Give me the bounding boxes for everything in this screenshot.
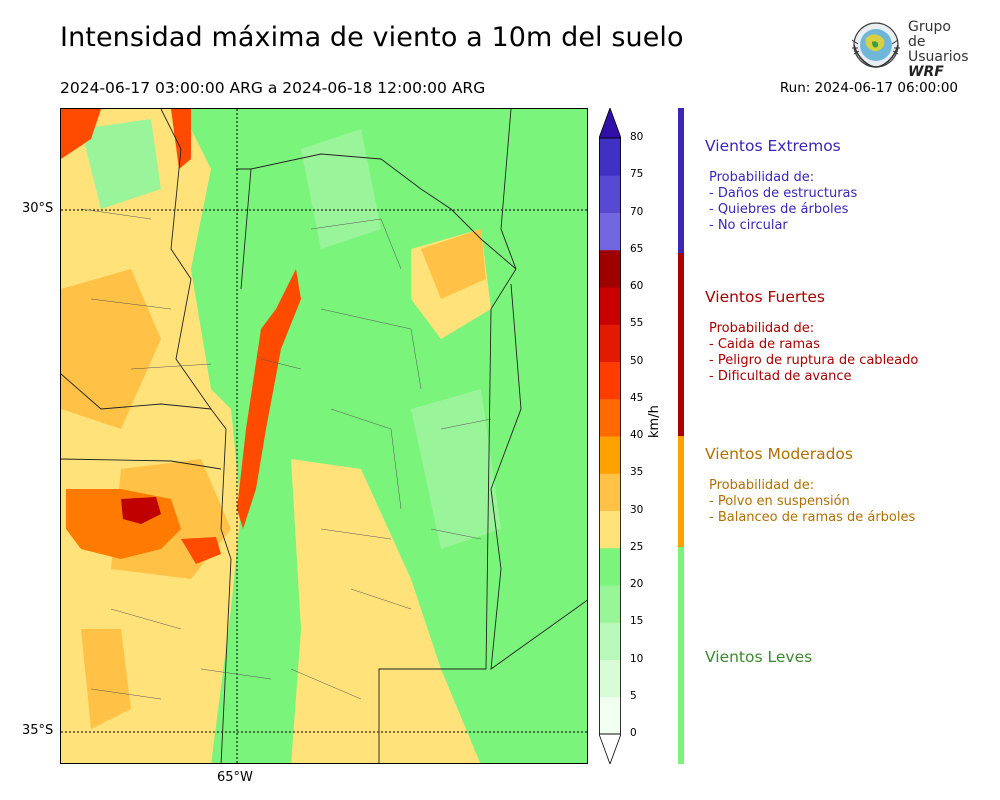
colorbar-bin xyxy=(599,622,621,660)
lon-label-65w: 65°W xyxy=(217,770,253,785)
moderate-region-south xyxy=(291,459,481,763)
colorbar-tick-label: 80 xyxy=(630,131,644,143)
forecast-period: 2024-06-17 03:00:00 ARG a 2024-06-18 12:… xyxy=(60,79,486,97)
strong-patch-north xyxy=(171,109,191,169)
light-region-east xyxy=(411,389,501,549)
colorbar xyxy=(599,108,621,764)
logo-line2: Usuarios xyxy=(908,49,969,65)
colorbar-bin xyxy=(599,473,621,511)
colorbar-tick-label: 70 xyxy=(630,205,644,218)
category-bar-extremos xyxy=(678,108,684,253)
colorbar-bin xyxy=(599,547,621,586)
category-desc-line: - Daños de estructuras xyxy=(709,186,858,201)
logo: Grupo de Usuarios WRF xyxy=(848,18,969,80)
colorbar-bin xyxy=(599,436,621,474)
logo-line1: Grupo de xyxy=(908,19,951,50)
category-desc-line: - Dificultad de avance xyxy=(709,369,852,384)
colorbar-unit: km/h xyxy=(647,405,662,438)
strong-core-west xyxy=(121,497,161,524)
category-desc-line: Probabilidad de: xyxy=(709,478,815,493)
category-desc-line: - Caida de ramas xyxy=(709,337,820,352)
colorbar-tick-label: 60 xyxy=(630,280,644,292)
department-borders xyxy=(80,208,492,700)
colorbar-bin xyxy=(599,249,621,288)
page-title: Intensidad máxima de viento a 10m del su… xyxy=(60,22,684,53)
logo-line3: WRF xyxy=(908,64,944,80)
colorbar-tick-label: 75 xyxy=(630,168,644,181)
colorbar-tick-label: 35 xyxy=(630,466,644,479)
colorbar-tick-label: 50 xyxy=(630,354,644,367)
colorbar-bin xyxy=(599,696,621,735)
category-bar-fuertes xyxy=(678,253,684,436)
category-desc-line: Probabilidad de: xyxy=(709,321,815,336)
colorbar-bin xyxy=(599,324,621,362)
colorbar-extend-min xyxy=(599,733,621,764)
category-name: Vientos Extremos xyxy=(705,137,841,155)
colorbar-tick-label: 25 xyxy=(630,540,644,553)
strong-patch-sw xyxy=(181,537,221,564)
category-desc-line: - Polvo en suspensión xyxy=(709,494,850,509)
colorbar-bin xyxy=(599,175,621,213)
moderate-region-west xyxy=(61,109,241,763)
category-leves: Vientos Leves xyxy=(705,649,812,681)
wind-map xyxy=(60,108,588,764)
category-desc-line: - Peligro de ruptura de cableado xyxy=(709,353,919,368)
category-moderados: Vientos Moderados Probabilidad de: - Pol… xyxy=(705,446,915,526)
category-fuertes: Vientos Fuertes Probabilidad de: - Caida… xyxy=(705,289,918,385)
light-region-north xyxy=(81,119,161,209)
colorbar-bin xyxy=(599,361,621,400)
strong-ridge xyxy=(237,269,301,529)
colorbar-tick-label: 30 xyxy=(630,503,644,516)
category-name: Vientos Moderados xyxy=(705,445,853,463)
colorbar-extend-max xyxy=(599,108,621,139)
orange-patch-south xyxy=(81,629,131,729)
colorbar-tick-label: 65 xyxy=(630,242,644,255)
category-desc-line: - No circular xyxy=(709,218,788,233)
colorbar-bin xyxy=(599,212,621,251)
colorbar-bin xyxy=(599,659,621,698)
colorbar-bin xyxy=(599,510,621,549)
colorbar-tick-label: 45 xyxy=(630,391,644,404)
orange-patch-west xyxy=(61,269,161,429)
colorbar-outline xyxy=(599,137,621,735)
globe-logo-icon xyxy=(851,22,900,68)
colorbar-tick-label: 0 xyxy=(630,727,637,739)
province-borders xyxy=(61,109,587,763)
colorbar-tick-label: 40 xyxy=(630,429,644,441)
colorbar-tick-label: 20 xyxy=(630,578,644,590)
category-name: Vientos Leves xyxy=(705,648,813,666)
category-desc-line: - Quiebres de árboles xyxy=(709,202,849,217)
category-name: Vientos Fuertes xyxy=(705,288,825,306)
lat-label-30s: 30°S xyxy=(22,201,54,216)
category-extremos: Vientos Extremos Probabilidad de: - Daño… xyxy=(705,138,857,234)
category-bar-moderados xyxy=(678,436,684,547)
colorbar-bin xyxy=(599,287,621,325)
colorbar-tick-label: 55 xyxy=(630,317,644,330)
category-desc-line: Probabilidad de: xyxy=(709,170,815,185)
colorbar-bin xyxy=(599,138,621,176)
category-desc-line: - Balanceo de ramas de árboles xyxy=(709,510,916,525)
orange-patch-ne xyxy=(421,229,486,299)
category-bar-leves xyxy=(678,547,684,764)
wind-map-canvas xyxy=(61,109,587,763)
colorbar-bin xyxy=(599,585,621,623)
light-region-ne xyxy=(301,129,381,249)
colorbar-tick-label: 10 xyxy=(630,652,644,665)
lat-label-35s: 35°S xyxy=(22,723,54,738)
colorbar-tick-label: 15 xyxy=(630,615,644,628)
run-time: Run: 2024-06-17 06:00:00 xyxy=(779,80,958,96)
colorbar-tick-label: 5 xyxy=(630,689,637,702)
colorbar-bin xyxy=(599,398,621,437)
strong-patch-nw xyxy=(61,109,101,159)
